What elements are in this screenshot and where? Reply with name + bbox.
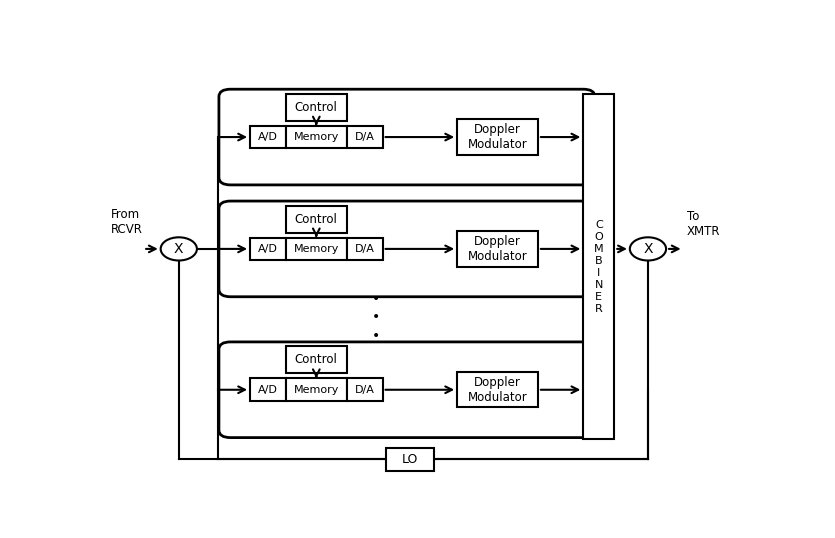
Bar: [386, 448, 434, 471]
Bar: [347, 237, 382, 260]
Bar: [457, 372, 538, 407]
Bar: [286, 346, 347, 373]
Bar: [457, 231, 538, 266]
FancyBboxPatch shape: [219, 89, 595, 185]
Text: Doppler
Modulator: Doppler Modulator: [468, 235, 528, 263]
Text: D/A: D/A: [355, 385, 375, 395]
Text: D/A: D/A: [355, 132, 375, 142]
Bar: [250, 126, 286, 148]
Text: A/D: A/D: [258, 385, 278, 395]
FancyBboxPatch shape: [219, 201, 595, 297]
Bar: [250, 378, 286, 401]
Text: X: X: [174, 242, 184, 256]
Bar: [286, 94, 347, 121]
Text: •
•
•: • • •: [372, 292, 380, 343]
Bar: [457, 119, 538, 154]
Text: Control: Control: [295, 213, 337, 225]
Text: Memory: Memory: [294, 244, 339, 254]
Bar: [347, 378, 382, 401]
Text: Doppler
Modulator: Doppler Modulator: [468, 123, 528, 151]
Bar: [286, 126, 347, 148]
Bar: [286, 237, 347, 260]
Text: LO: LO: [402, 452, 418, 466]
Bar: [250, 237, 286, 260]
Text: D/A: D/A: [355, 244, 375, 254]
Text: Control: Control: [295, 101, 337, 114]
Bar: [347, 126, 382, 148]
Text: Memory: Memory: [294, 132, 339, 142]
Bar: [286, 378, 347, 401]
Text: Doppler
Modulator: Doppler Modulator: [468, 376, 528, 404]
Text: Control: Control: [295, 353, 337, 366]
Text: Memory: Memory: [294, 385, 339, 395]
Text: A/D: A/D: [258, 244, 278, 254]
Bar: [286, 206, 347, 232]
Text: X: X: [643, 242, 653, 256]
Text: From
RCVR: From RCVR: [111, 208, 143, 236]
Circle shape: [630, 237, 666, 260]
Bar: [583, 94, 615, 440]
Circle shape: [160, 237, 197, 260]
FancyBboxPatch shape: [219, 342, 595, 437]
Text: C
O
M
B
I
N
E
R: C O M B I N E R: [594, 220, 604, 314]
Text: To
XMTR: To XMTR: [686, 210, 721, 238]
Text: A/D: A/D: [258, 132, 278, 142]
